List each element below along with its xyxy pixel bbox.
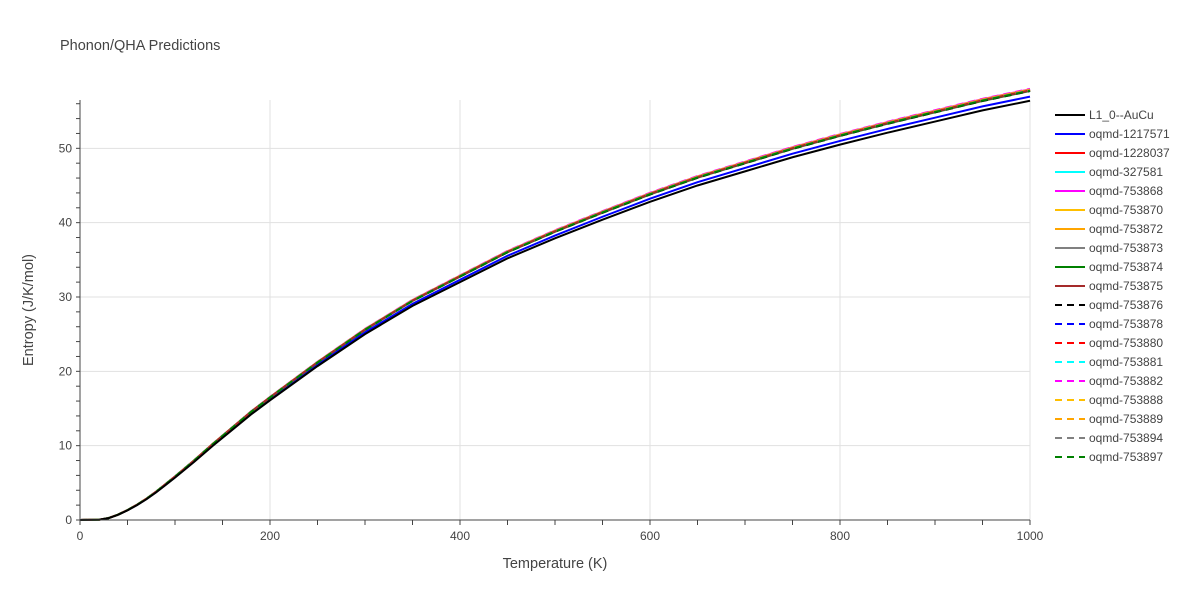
legend-item[interactable]: oqmd-753880 xyxy=(1055,336,1163,350)
legend-item[interactable]: oqmd-753894 xyxy=(1055,431,1163,445)
series-line xyxy=(79,88,1031,521)
y-tick-label: 50 xyxy=(59,141,73,155)
x-axis-label: Temperature (K) xyxy=(503,556,608,572)
series-line xyxy=(79,88,1031,521)
series-line xyxy=(79,89,1031,521)
legend-item[interactable]: oqmd-753882 xyxy=(1055,374,1163,388)
series-line xyxy=(79,88,1031,521)
series-line xyxy=(79,87,1031,521)
y-tick-label: 30 xyxy=(59,290,73,304)
legend-label: oqmd-1217571 xyxy=(1089,127,1170,141)
x-tick-label: 600 xyxy=(640,529,660,543)
legend-label: oqmd-753880 xyxy=(1089,336,1163,350)
series-line xyxy=(79,90,1031,521)
legend-label: oqmd-753868 xyxy=(1089,184,1163,198)
series-line xyxy=(79,88,1031,521)
legend-label: oqmd-753873 xyxy=(1089,241,1163,255)
legend-label: oqmd-753897 xyxy=(1089,450,1163,464)
series-line xyxy=(79,88,1031,521)
series-line xyxy=(79,99,1031,521)
legend-label: oqmd-753894 xyxy=(1089,431,1163,445)
legend-item[interactable]: oqmd-753876 xyxy=(1055,298,1163,312)
series-line xyxy=(79,89,1031,521)
y-tick-label: 20 xyxy=(59,364,73,378)
legend-label: oqmd-753882 xyxy=(1089,374,1163,388)
x-tick-label: 200 xyxy=(260,529,280,543)
series-line xyxy=(79,88,1031,521)
legend-item[interactable]: oqmd-753889 xyxy=(1055,412,1163,426)
legend-item[interactable]: oqmd-753868 xyxy=(1055,184,1163,198)
legend-item[interactable]: oqmd-753897 xyxy=(1055,450,1163,464)
series-line xyxy=(79,95,1031,521)
legend-item[interactable]: oqmd-753874 xyxy=(1055,260,1163,274)
series-line xyxy=(79,89,1031,521)
legend-item[interactable]: oqmd-753873 xyxy=(1055,241,1163,255)
x-tick-label: 400 xyxy=(450,529,470,543)
legend-label: oqmd-753881 xyxy=(1089,355,1163,369)
series-line xyxy=(79,88,1031,521)
chart-title: Phonon/QHA Predictions xyxy=(60,38,220,54)
legend-item[interactable]: oqmd-753875 xyxy=(1055,279,1163,293)
series-line xyxy=(79,89,1031,521)
legend-label: oqmd-753878 xyxy=(1089,317,1163,331)
y-axis-label: Entropy (J/K/mol) xyxy=(21,254,37,366)
legend-label: oqmd-1228037 xyxy=(1089,146,1170,160)
legend-item[interactable]: oqmd-753870 xyxy=(1055,203,1163,217)
legend-item[interactable]: oqmd-327581 xyxy=(1055,165,1163,179)
legend-label: oqmd-753876 xyxy=(1089,298,1163,312)
series-line xyxy=(79,89,1031,521)
y-tick-label: 0 xyxy=(65,513,72,527)
series-line xyxy=(79,90,1031,521)
axes: 0 200 400 600 800 1000 0 10 20 30 40 50 xyxy=(59,100,1044,543)
legend-label: oqmd-753874 xyxy=(1089,260,1163,274)
legend-item[interactable]: oqmd-1217571 xyxy=(1055,127,1170,141)
x-tick-label: 800 xyxy=(830,529,850,543)
series-line xyxy=(79,88,1031,521)
series-line xyxy=(79,89,1031,521)
legend-label: oqmd-753875 xyxy=(1089,279,1163,293)
legend-label: oqmd-753888 xyxy=(1089,393,1163,407)
legend-label: oqmd-753889 xyxy=(1089,412,1163,426)
legend[interactable]: L1_0--AuCu oqmd-1217571 oqmd-1228037 oqmd-3… xyxy=(1055,108,1170,464)
legend-item[interactable]: oqmd-753881 xyxy=(1055,355,1163,369)
series-lines xyxy=(79,87,1031,521)
legend-item[interactable]: oqmd-753888 xyxy=(1055,393,1163,407)
legend-label: oqmd-753872 xyxy=(1089,222,1163,236)
grid xyxy=(80,100,1031,520)
y-tick-label: 10 xyxy=(59,439,73,453)
legend-item[interactable]: oqmd-753878 xyxy=(1055,317,1163,331)
legend-item[interactable]: L1_0--AuCu xyxy=(1055,108,1154,122)
y-tick-label: 40 xyxy=(59,216,73,230)
legend-label: oqmd-327581 xyxy=(1089,165,1163,179)
legend-item[interactable]: oqmd-753872 xyxy=(1055,222,1163,236)
legend-item[interactable]: oqmd-1228037 xyxy=(1055,146,1170,160)
legend-label: oqmd-753870 xyxy=(1089,203,1163,217)
x-tick-label: 0 xyxy=(77,529,84,543)
legend-label: L1_0--AuCu xyxy=(1089,108,1154,122)
x-tick-label: 1000 xyxy=(1017,529,1044,543)
